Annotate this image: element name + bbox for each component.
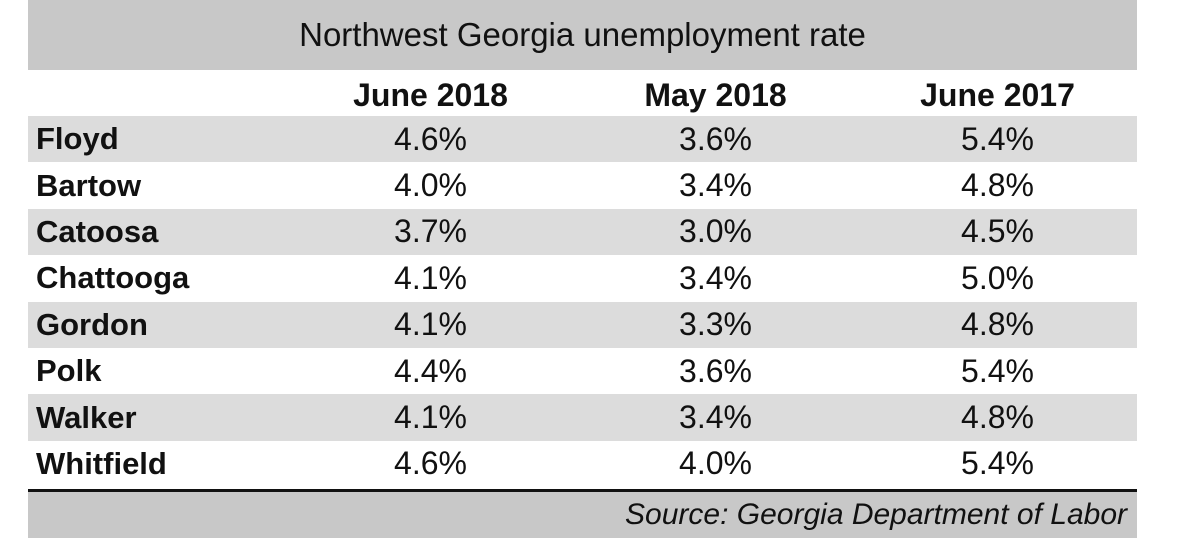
table-row: Gordon 4.1% 3.3% 4.8%	[28, 301, 1137, 348]
rate-cell: 3.4%	[679, 259, 752, 296]
county-name: Gordon	[36, 306, 148, 342]
table-row: Walker 4.1% 3.4% 4.8%	[28, 394, 1137, 441]
table-row: Floyd 4.6% 3.6% 5.4%	[28, 116, 1137, 163]
table-row: Chattooga 4.1% 3.4% 5.0%	[28, 255, 1137, 301]
rate-cell: 4.8%	[961, 399, 1034, 436]
rate-cell: 4.5%	[961, 213, 1034, 250]
county-name: Whitfield	[36, 445, 167, 481]
rate-cell: 4.1%	[394, 259, 467, 296]
rate-cell: 4.1%	[394, 306, 467, 343]
bottom-rule	[28, 489, 1137, 493]
title-band: Northwest Georgia unemployment rate	[28, 0, 1137, 70]
county-name: Catoosa	[36, 213, 159, 249]
table-title: Northwest Georgia unemployment rate	[299, 16, 866, 53]
unemployment-table: Northwest Georgia unemployment rate June…	[28, 0, 1137, 539]
rate-cell: 5.4%	[961, 445, 1034, 482]
rate-cell: 4.6%	[394, 120, 467, 157]
rate-cell: 4.1%	[394, 399, 467, 436]
rate-cell: 3.6%	[679, 120, 752, 157]
rate-cell: 5.4%	[961, 120, 1034, 157]
county-name: Bartow	[36, 167, 142, 203]
rate-cell: 3.0%	[679, 213, 752, 250]
county-name: Floyd	[36, 121, 119, 157]
rate-cell: 5.0%	[961, 259, 1034, 296]
rate-cell: 5.4%	[961, 352, 1034, 389]
table-row: Bartow 4.0% 3.4% 4.8%	[28, 162, 1137, 208]
rate-cell: 3.4%	[679, 399, 752, 436]
rate-cell: 3.7%	[394, 213, 467, 250]
source-note: Source: Georgia Department of Labor	[625, 498, 1127, 532]
table-row: Catoosa 3.7% 3.0% 4.5%	[28, 208, 1137, 256]
county-name: Chattooga	[36, 260, 190, 296]
header-blank	[28, 114, 288, 116]
header-june-2018: June 2018	[353, 77, 508, 113]
county-name: Polk	[36, 353, 102, 389]
rate-cell: 4.8%	[961, 167, 1034, 204]
rate-cell: 3.3%	[679, 306, 752, 343]
rate-cell: 4.0%	[679, 445, 752, 482]
rate-cell: 4.0%	[394, 167, 467, 204]
rate-cell: 3.6%	[679, 352, 752, 389]
rate-cell: 4.6%	[394, 445, 467, 482]
rate-cell: 4.8%	[961, 306, 1034, 343]
rate-cell: 3.4%	[679, 167, 752, 204]
header-may-2018: May 2018	[644, 77, 787, 113]
table-row: Polk 4.4% 3.6% 5.4%	[28, 348, 1137, 394]
county-name: Walker	[36, 399, 137, 435]
table-row: Whitfield 4.6% 4.0% 5.4%	[28, 441, 1137, 487]
rate-cell: 4.4%	[394, 352, 467, 389]
source-band: Source: Georgia Department of Labor	[28, 492, 1137, 539]
header-row: June 2018 May 2018 June 2017	[28, 70, 1137, 116]
header-june-2017: June 2017	[920, 77, 1075, 113]
